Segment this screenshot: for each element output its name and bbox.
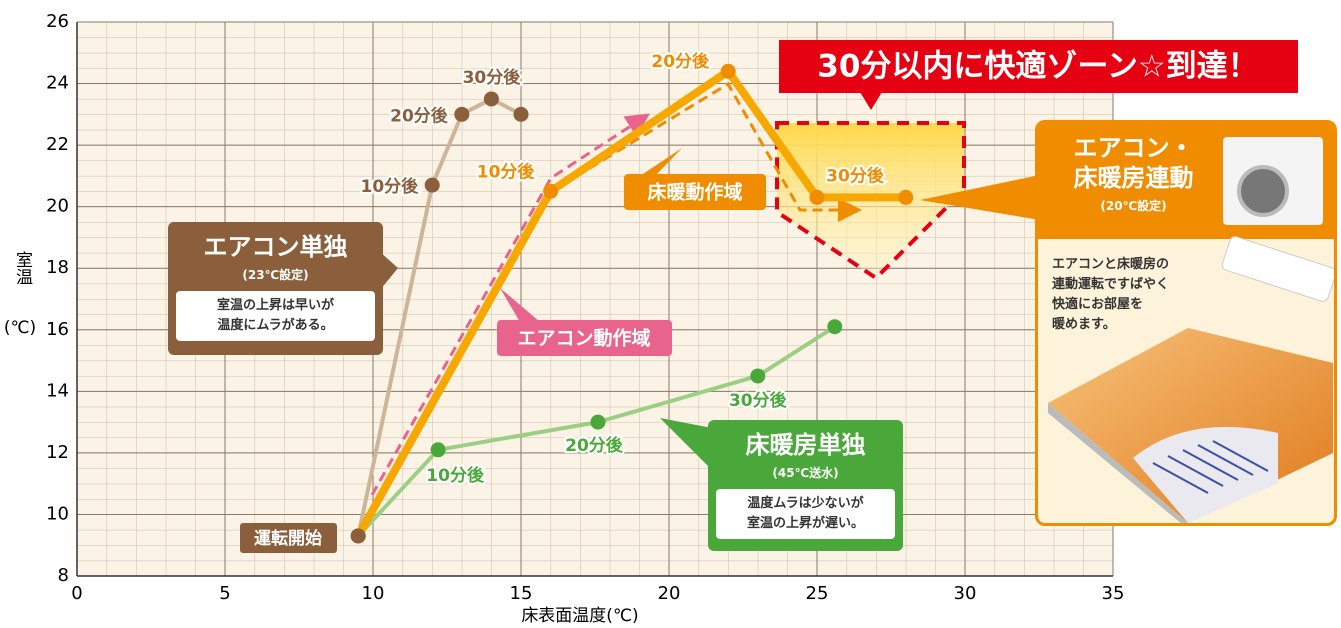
- callout-setting: (20℃設定): [1100, 199, 1167, 213]
- floor-callout: 床暖房単独 (45℃送水) 温度ムラは少ないが 室温の上昇が遅い。: [708, 420, 903, 551]
- point: [750, 368, 766, 384]
- note-line: 暖めます。: [1052, 317, 1116, 332]
- pipes: [1152, 440, 1269, 494]
- x-tick-label: 5: [219, 583, 230, 604]
- note-line: 連動運転ですばやく: [1052, 277, 1170, 292]
- outdoor-unit: [1223, 137, 1323, 225]
- callout-title: 床暖房単独: [745, 431, 866, 459]
- fan: [1237, 165, 1289, 217]
- callout-setting: (45℃送水): [772, 466, 839, 480]
- point: [350, 528, 366, 544]
- y-tick-label: 20: [46, 196, 69, 217]
- point-label: 30分後: [463, 67, 522, 88]
- floor-zone-arrow: [561, 81, 862, 222]
- point-label: 30分後: [729, 390, 788, 411]
- point-label: 30分後: [826, 165, 885, 186]
- note-line: 快適にお部屋を: [1052, 297, 1144, 312]
- y-tick-label: 14: [46, 380, 69, 401]
- point: [424, 177, 440, 193]
- y-tick-label: 16: [46, 319, 69, 340]
- combo-panel: エアコン・床暖房連動 (20℃設定) エアコンと床暖房の 連動運転ですばやく 快適にお…: [1035, 120, 1337, 526]
- x-tick-label: 0: [71, 583, 82, 604]
- floor-callout-pointer: [660, 418, 712, 470]
- start-label: 運転開始: [254, 528, 322, 549]
- aircon-callout: エアコン単独 (23℃設定) 室温の上昇は早いが 温度にムラがある。: [168, 222, 383, 355]
- callout-note: 室温の上昇は早いが 温度にムラがある。: [176, 291, 375, 341]
- note-line: 室温の上昇が遅い。: [746, 516, 864, 531]
- point: [720, 63, 736, 79]
- y-tick-label: 22: [46, 134, 69, 155]
- point: [590, 414, 606, 430]
- x-axis-label: 床表面温度(℃): [521, 606, 638, 626]
- note-line: エアコンと床暖房の: [1052, 257, 1170, 272]
- banner-pointer: [860, 92, 882, 110]
- floor-edge: [1048, 403, 1188, 523]
- callout-title: エアコン単独: [203, 233, 348, 261]
- y-tick-label: 12: [46, 442, 69, 463]
- heating-panel: [1133, 426, 1278, 523]
- floor-illustration: [1048, 328, 1333, 523]
- x-tick-label: 30: [954, 583, 977, 604]
- point-label: 20分後: [390, 105, 449, 126]
- note-line: 室温の上昇は早いが: [216, 298, 334, 313]
- x-tick-label: 25: [806, 583, 829, 604]
- start-box: [240, 523, 337, 553]
- point-label: 10分後: [426, 465, 485, 486]
- point-label: 10分後: [361, 176, 420, 197]
- aircon-zone-arrow: [370, 113, 651, 496]
- point-label: 20分後: [565, 435, 624, 456]
- combo-note: エアコンと床暖房の 連動運転ですばやく 快適にお部屋を 暖めます。: [1052, 255, 1169, 335]
- point: [543, 183, 559, 199]
- floor-zone-pointer: [640, 148, 682, 176]
- point-label: 10分後: [477, 161, 536, 182]
- y-tick-label: 18: [46, 257, 69, 278]
- callout-setting: (23℃設定): [242, 268, 309, 282]
- point: [898, 189, 914, 205]
- point-label: 20分後: [651, 51, 710, 72]
- y-tick-label: 10: [46, 503, 69, 524]
- point: [430, 442, 446, 458]
- banner: 30分以内に快適ゾーン☆到達！: [817, 49, 1258, 85]
- y-tick-label: 26: [46, 11, 69, 32]
- aircon-zone-pointer: [500, 288, 540, 322]
- aircon-zone-label: エアコン動作域: [517, 327, 650, 350]
- combo-callout: エアコン・床暖房連動 (20℃設定): [1066, 123, 1201, 214]
- y-tick-label: 8: [58, 565, 69, 586]
- point: [827, 319, 843, 335]
- floor-zone-label: 床暖動作域: [647, 181, 742, 204]
- callout-note: 温度ムラは少ないが 室温の上昇が遅い。: [716, 489, 895, 539]
- y-axis-label: 室温: [12, 251, 33, 285]
- x-tick-label: 10: [362, 583, 385, 604]
- point: [454, 106, 470, 122]
- point: [483, 91, 499, 107]
- y-axis-unit: (℃): [4, 318, 36, 338]
- x-tick-label: 15: [510, 583, 533, 604]
- note-line: 温度ムラは少ないが: [747, 496, 864, 511]
- aircon-callout-pointer: [380, 252, 398, 290]
- point: [809, 189, 825, 205]
- point: [513, 106, 529, 122]
- x-tick-label: 20: [658, 583, 681, 604]
- note-line: 温度にムラがある。: [217, 318, 334, 333]
- combo-callout-pointer: [920, 175, 1040, 220]
- y-tick-label: 24: [46, 73, 69, 94]
- aircon-zone-box: [497, 320, 672, 356]
- callout-title: エアコン・床暖房連動: [1073, 134, 1194, 192]
- banner-box: [779, 40, 1298, 93]
- x-tick-label: 35: [1102, 583, 1125, 604]
- floor-zone-box: [624, 174, 766, 210]
